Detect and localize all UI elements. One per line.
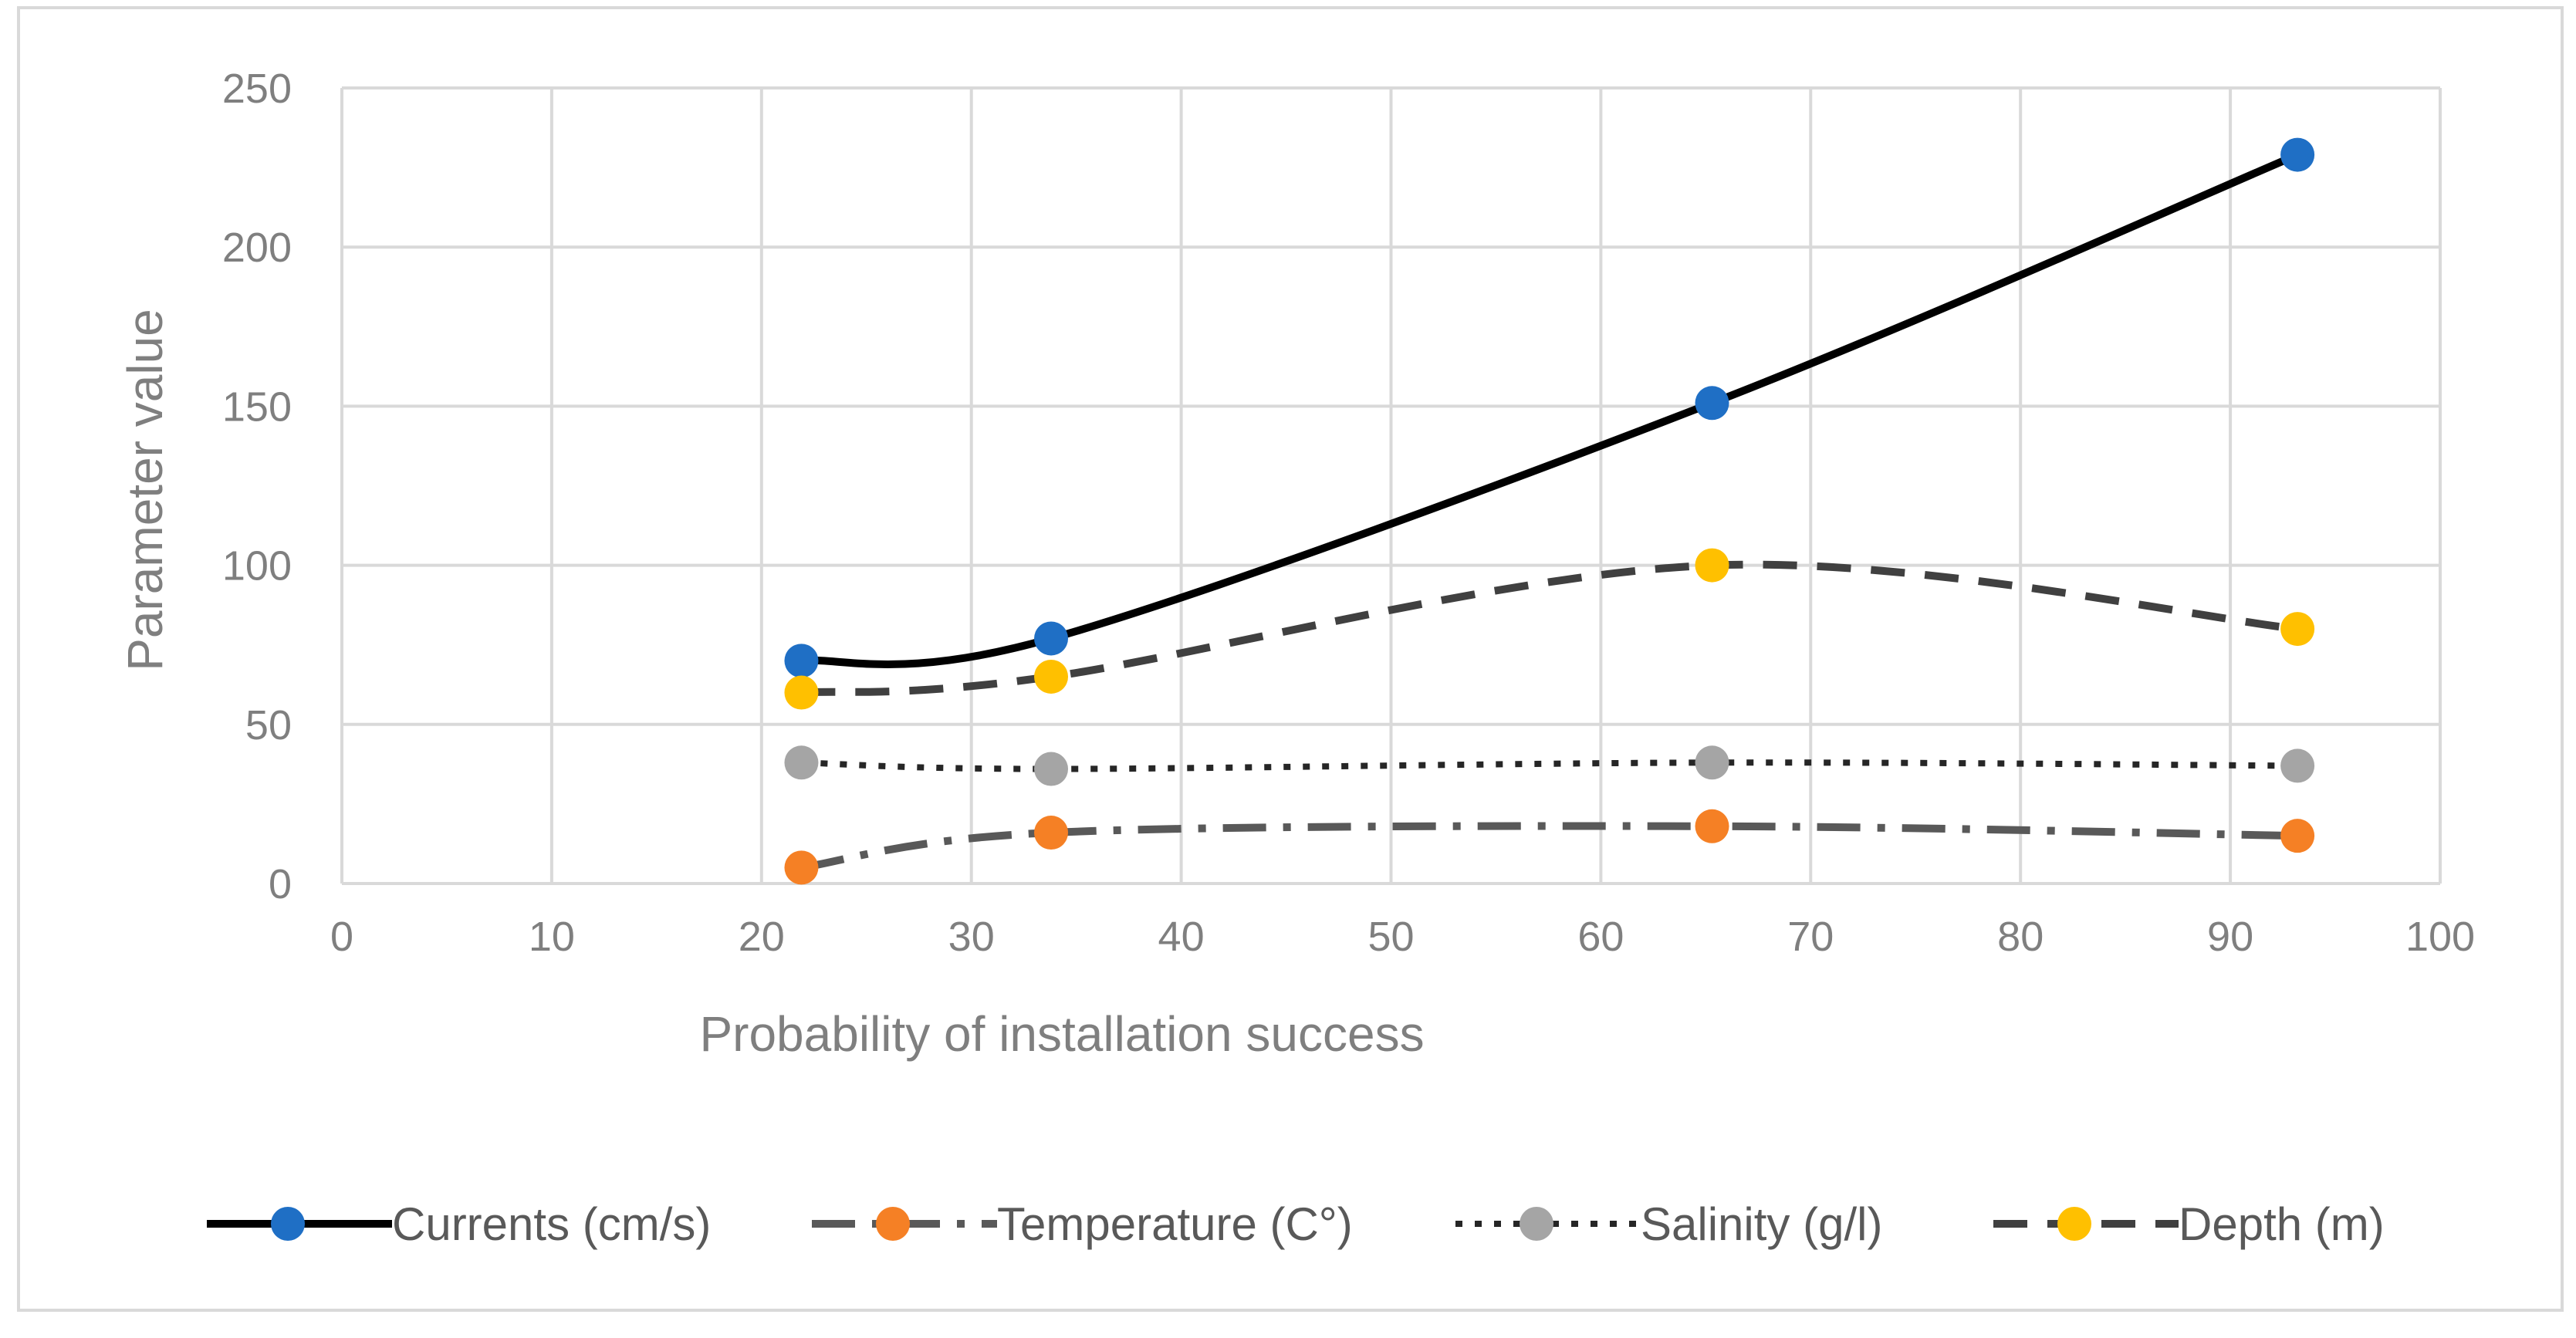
- y-tick-label: 250: [222, 66, 292, 112]
- series-0: [784, 137, 2315, 678]
- x-tick-label: 30: [948, 914, 995, 960]
- x-tick-label: 40: [1158, 914, 1205, 960]
- x-tick-label: 50: [1367, 914, 1414, 960]
- series-2: [784, 745, 2315, 786]
- data-point: [2280, 748, 2315, 783]
- data-point: [1695, 548, 1729, 583]
- data-point: [1034, 621, 1069, 656]
- legend-label: Depth (m): [2179, 1198, 2385, 1250]
- data-point: [784, 675, 819, 710]
- data-point: [2280, 819, 2315, 853]
- legend-item-1: Temperature (C°): [812, 1198, 1353, 1250]
- series-line: [801, 759, 2298, 772]
- x-tick-label: 80: [1997, 914, 2044, 960]
- data-point: [2280, 137, 2315, 172]
- x-tick-label: 60: [1577, 914, 1624, 960]
- y-tick-label: 150: [222, 383, 292, 430]
- legend-marker: [1520, 1207, 1553, 1241]
- x-tick-label: 0: [330, 914, 353, 960]
- x-axis-title: Probability of installation success: [699, 1006, 1424, 1062]
- series-line: [801, 560, 2298, 697]
- x-tick-label: 20: [739, 914, 785, 960]
- legend-item-0: Currents (cm/s): [207, 1198, 711, 1250]
- legend-marker: [271, 1207, 305, 1241]
- x-tick-label: 90: [2207, 914, 2253, 960]
- data-point: [784, 850, 819, 885]
- series-1: [784, 809, 2315, 885]
- y-tick-label: 50: [245, 702, 292, 748]
- grid-layer: [340, 86, 2442, 885]
- y-tick-label: 100: [222, 543, 292, 590]
- legend: Currents (cm/s) Temperature (C°) Salinity …: [207, 1198, 2385, 1250]
- legend-item-2: Salinity (g/l): [1455, 1198, 1882, 1250]
- x-tick-label: 100: [2405, 914, 2475, 960]
- data-point: [1695, 386, 1729, 421]
- legend-marker: [2057, 1207, 2091, 1241]
- y-tick-label: 200: [222, 225, 292, 271]
- data-point: [784, 745, 819, 780]
- legend-label: Temperature (C°): [997, 1198, 1353, 1250]
- legend-marker: [876, 1207, 910, 1241]
- tick-layer: 0 10 20 30 40 50 60 70 80 90 100 0 50 100 150 200 250: [222, 66, 2475, 960]
- y-axis-title: Parameter value: [117, 309, 173, 671]
- data-point: [1695, 809, 1729, 843]
- series-line: [801, 151, 2300, 668]
- data-point: [1034, 659, 1069, 694]
- x-tick-label: 70: [1787, 914, 1834, 960]
- series-layer: [784, 137, 2315, 885]
- legend-label: Salinity (g/l): [1641, 1198, 1882, 1250]
- data-point: [2280, 612, 2315, 647]
- data-point: [1034, 816, 1069, 850]
- data-point: [1695, 745, 1729, 780]
- x-tick-label: 10: [529, 914, 575, 960]
- legend-item-3: Depth (m): [1993, 1198, 2385, 1250]
- data-point: [784, 644, 819, 678]
- series-line: [800, 822, 2298, 872]
- series-3: [784, 548, 2315, 710]
- data-point: [1034, 752, 1069, 786]
- y-tick-label: 0: [269, 861, 292, 907]
- legend-label: Currents (cm/s): [392, 1198, 711, 1250]
